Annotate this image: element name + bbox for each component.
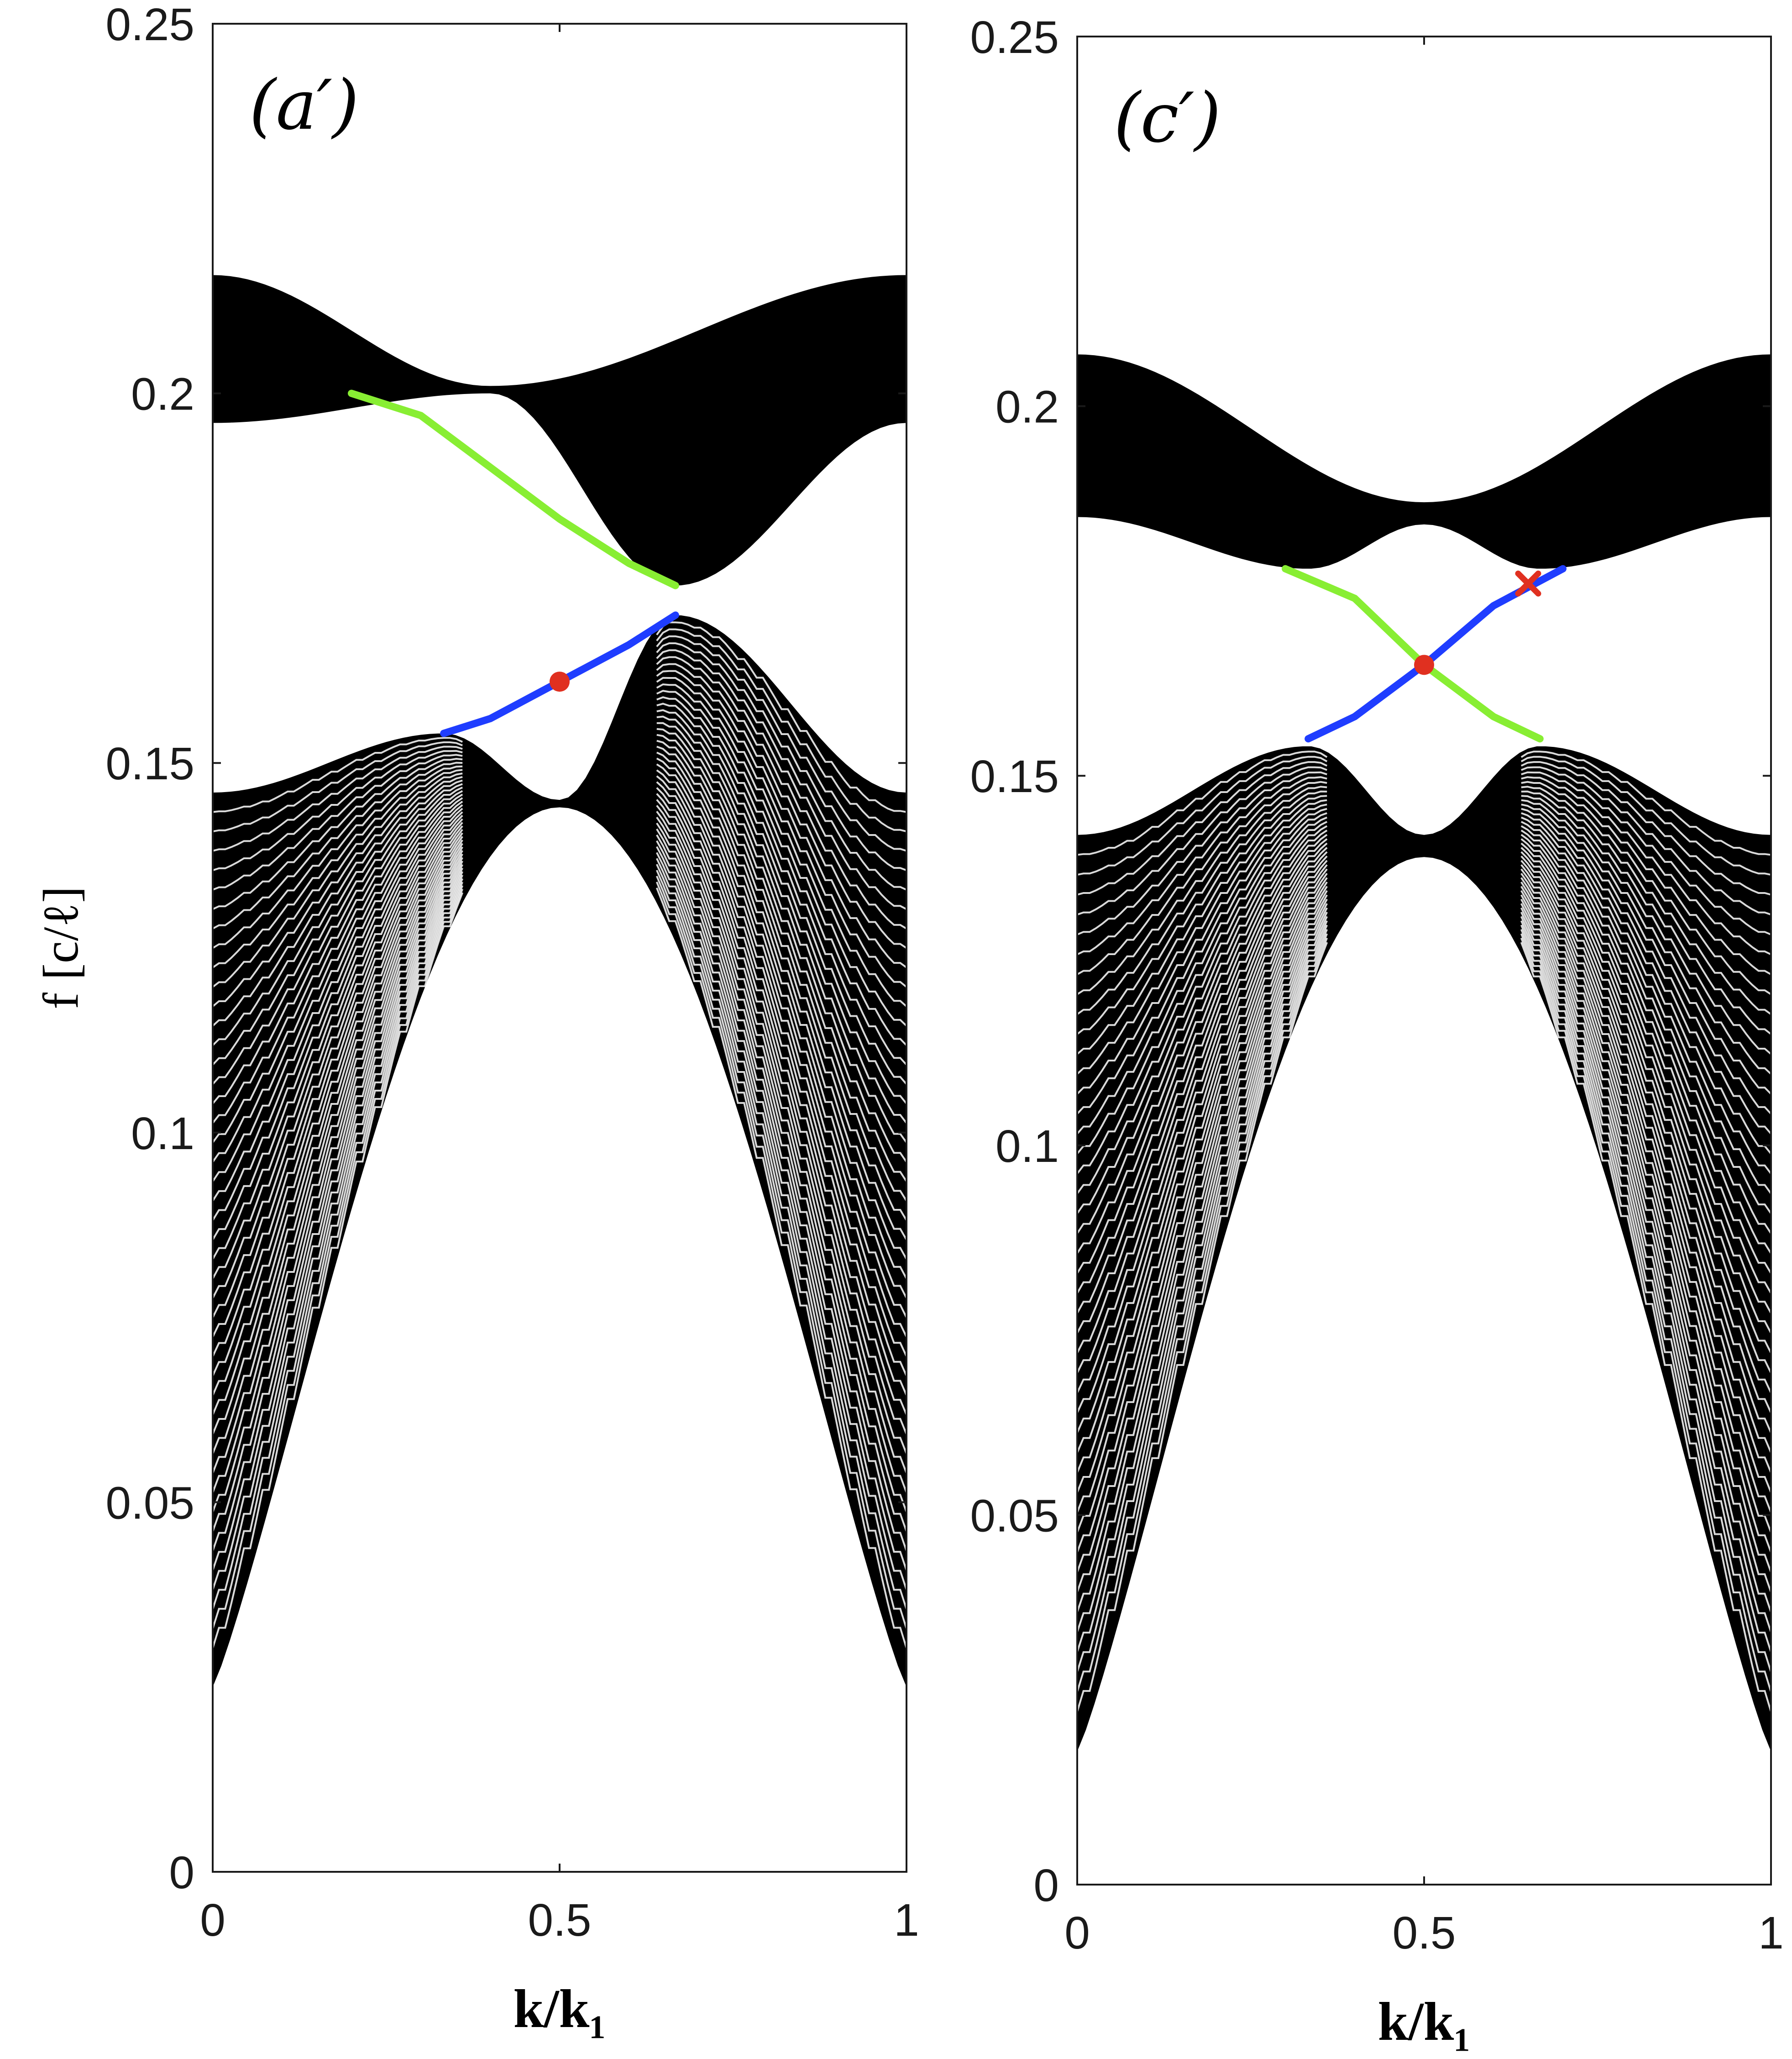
- x-tick-label: 1: [894, 1895, 919, 1946]
- y-tick-label: 0.2: [131, 369, 194, 420]
- upper-band: [1077, 354, 1771, 569]
- x-axis-title: k/k₁: [513, 1978, 606, 2039]
- y-tick-label: 0.05: [970, 1490, 1059, 1541]
- y-tick-label: 0: [169, 1847, 194, 1898]
- marker-cross-1: [1515, 570, 1541, 597]
- panel-c-prime: 0 0.05 0.1 0.15 0.2 0.25 0 0.5 1 (c′) k/k₁: [970, 12, 1783, 2052]
- x-tick-label: 0.5: [528, 1895, 591, 1946]
- y-tick-label: 0.25: [970, 12, 1059, 63]
- marker-dot-0: [1414, 655, 1434, 675]
- lower-band-striations: [1077, 751, 1771, 1712]
- y-tick-label: 0.05: [105, 1477, 194, 1528]
- x-tick-label: 0: [200, 1895, 225, 1946]
- y-tick-label: 0.2: [996, 382, 1059, 433]
- x-tick-label: 1: [1758, 1907, 1784, 1959]
- panel-label: (a′): [249, 66, 359, 145]
- plot-area: [1077, 354, 1771, 1752]
- upper-band: [213, 275, 906, 586]
- y-tick-label: 0.15: [970, 751, 1059, 802]
- y-tick-label: 0: [1033, 1860, 1059, 1911]
- y-tick-label: 0.1: [996, 1121, 1059, 1172]
- y-tick-label: 0.1: [131, 1108, 194, 1159]
- x-tick-label: 0.5: [1392, 1907, 1456, 1959]
- lower-band: [1077, 746, 1771, 1752]
- panel-label: (c′): [1114, 79, 1221, 158]
- lower-band: [213, 615, 906, 1687]
- series-line-0: [1282, 565, 1544, 743]
- y-tick-label: 0.15: [105, 738, 194, 789]
- x-axis-title: k/k₁: [1378, 1991, 1471, 2052]
- y-tick-label: 0.25: [105, 0, 194, 50]
- x-tick-label: 0: [1064, 1907, 1090, 1959]
- y-axis-title: f [c/ℓ]: [33, 886, 89, 1009]
- panel-a-prime: 0 0.05 0.1 0.15 0.2 0.25 0 0.5 1 (a′) k/k₁ f [c/ℓ]: [33, 0, 919, 2039]
- marker-dot-0: [550, 672, 570, 692]
- series-line-0: [348, 389, 679, 589]
- plot-area: [213, 275, 906, 1687]
- lower-band-striations: [213, 621, 906, 1649]
